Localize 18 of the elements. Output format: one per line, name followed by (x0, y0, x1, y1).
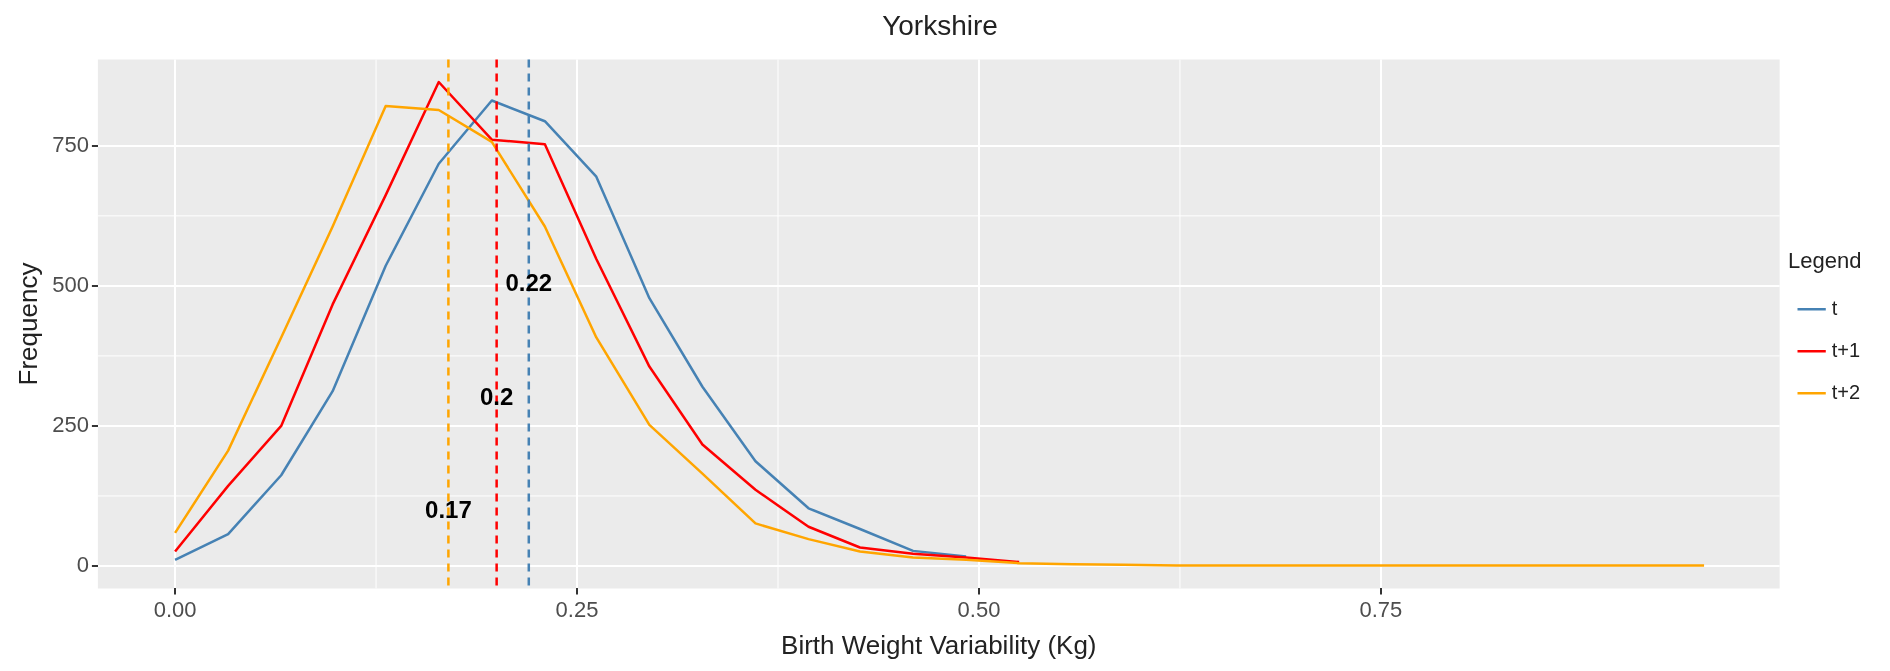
chart-title: Yorkshire (882, 9, 998, 41)
x-tick-label: 0.75 (1359, 596, 1403, 622)
x-tick-label: 0.50 (957, 596, 1001, 622)
legend-title: Legend (1788, 247, 1862, 273)
y-tick-label: 500 (52, 271, 89, 297)
legend-label: t+1 (1831, 338, 1860, 361)
y-axis-title: Frequency (12, 262, 43, 386)
x-axis-title: Birth Weight Variability (Kg) (781, 629, 1097, 660)
x-tick-label: 0.00 (153, 596, 197, 622)
legend-label: t+2 (1831, 380, 1860, 403)
annotation: 0.2 (479, 383, 514, 411)
x-tick-label: 0.25 (555, 596, 599, 622)
y-tick-label: 0 (76, 552, 89, 578)
y-tick-label: 750 (52, 131, 89, 157)
legend-label: t (1831, 296, 1838, 319)
annotation: 0.17 (425, 495, 472, 523)
y-tick-label: 250 (52, 412, 89, 438)
annotation: 0.22 (505, 269, 553, 297)
